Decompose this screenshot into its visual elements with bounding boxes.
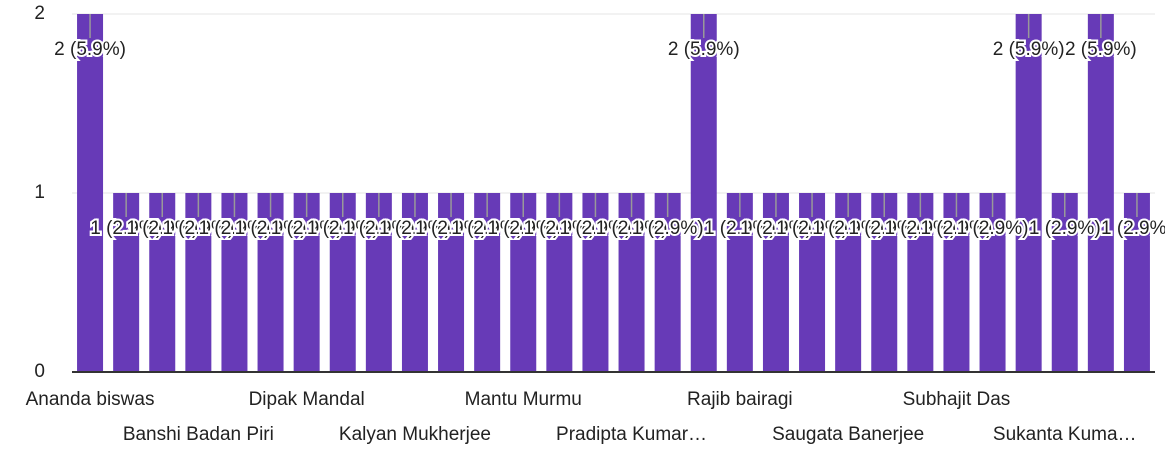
bar [546, 193, 573, 372]
value-label: 1 (2.9%) [957, 218, 1029, 239]
bar [799, 193, 826, 372]
bar [762, 193, 789, 372]
value-label: 1 (2.9%) [90, 218, 162, 239]
value-label: 1 (2.9%) [235, 218, 307, 239]
x-tick-label: Subhajit Das [903, 389, 1011, 410]
value-label: 1 (2.9%) [307, 218, 379, 239]
bar [149, 193, 176, 372]
bar [365, 193, 392, 372]
bar [113, 193, 140, 372]
bar [438, 193, 465, 372]
bar [1051, 193, 1078, 372]
x-tick-label: Mantu Murmu [465, 389, 582, 410]
bar [474, 193, 501, 372]
value-label: 1 (2.9%) [126, 218, 198, 239]
value-label: 1 (2.9%) [884, 218, 956, 239]
bar [654, 193, 681, 372]
bar [1015, 14, 1042, 372]
x-tick-label: Pradipta Kumar… [556, 424, 707, 445]
y-tick-label: 0 [34, 361, 45, 382]
value-label: 1 (2.9%) [487, 218, 559, 239]
x-tick-label: Ananda biswas [26, 389, 155, 410]
bar [690, 14, 717, 372]
bar [1087, 14, 1114, 372]
bar [979, 193, 1006, 372]
bar [293, 193, 320, 372]
bar [726, 193, 753, 372]
bar [582, 193, 609, 372]
bar [329, 193, 356, 372]
value-label: 1 (2.9%) [415, 218, 487, 239]
value-label: 1 (2.9%) [1101, 218, 1165, 239]
value-label: 1 (2.9%) [776, 218, 848, 239]
bar [510, 193, 537, 372]
x-tick-label: Rajib bairagi [687, 389, 793, 410]
value-label: 2 (5.9%) [1065, 39, 1137, 60]
x-tick-label: Kalyan Mukherjee [339, 424, 491, 445]
bar [907, 193, 934, 372]
x-tick-label: Banshi Badan Piri [123, 424, 274, 445]
value-label: 1 (2.9%) [199, 218, 271, 239]
y-tick-label: 1 [34, 182, 45, 203]
bar [77, 14, 104, 372]
value-label: 1 (2.9%) [271, 218, 343, 239]
value-label: 2 (5.9%) [993, 39, 1065, 60]
bar [257, 193, 284, 372]
x-tick-label: Sukanta Kuma… [993, 424, 1137, 445]
bar [221, 193, 248, 372]
value-label: 1 (2.9%) [812, 218, 884, 239]
y-tick-label: 2 [34, 3, 45, 24]
value-label: 1 (2.9%) [632, 218, 704, 239]
x-tick-label: Saugata Banerjee [772, 424, 924, 445]
value-label: 1 (2.9%) [740, 218, 812, 239]
value-label: 1 (2.9%) [523, 218, 595, 239]
bar [1123, 193, 1150, 372]
value-label: 1 (2.9%) [596, 218, 668, 239]
value-label: 2 (5.9%) [668, 39, 740, 60]
value-label: 1 (2.9%) [162, 218, 234, 239]
bar [401, 193, 428, 372]
value-label: 1 (2.9%) [704, 218, 776, 239]
bar [835, 193, 862, 372]
value-label: 1 (2.9%) [560, 218, 632, 239]
x-tick-label: Dipak Mandal [249, 389, 365, 410]
value-label: 1 (2.9%) [343, 218, 415, 239]
value-label: 1 (2.9%) [848, 218, 920, 239]
value-label: 1 (2.9%) [379, 218, 451, 239]
bar [185, 193, 212, 372]
value-label: 1 (2.9%) [921, 218, 993, 239]
value-label: 2 (5.9%) [54, 39, 126, 60]
bar [871, 193, 898, 372]
bar [943, 193, 970, 372]
value-label: 1 (2.9%) [451, 218, 523, 239]
bar [618, 193, 645, 372]
value-label: 1 (2.9%) [1029, 218, 1101, 239]
